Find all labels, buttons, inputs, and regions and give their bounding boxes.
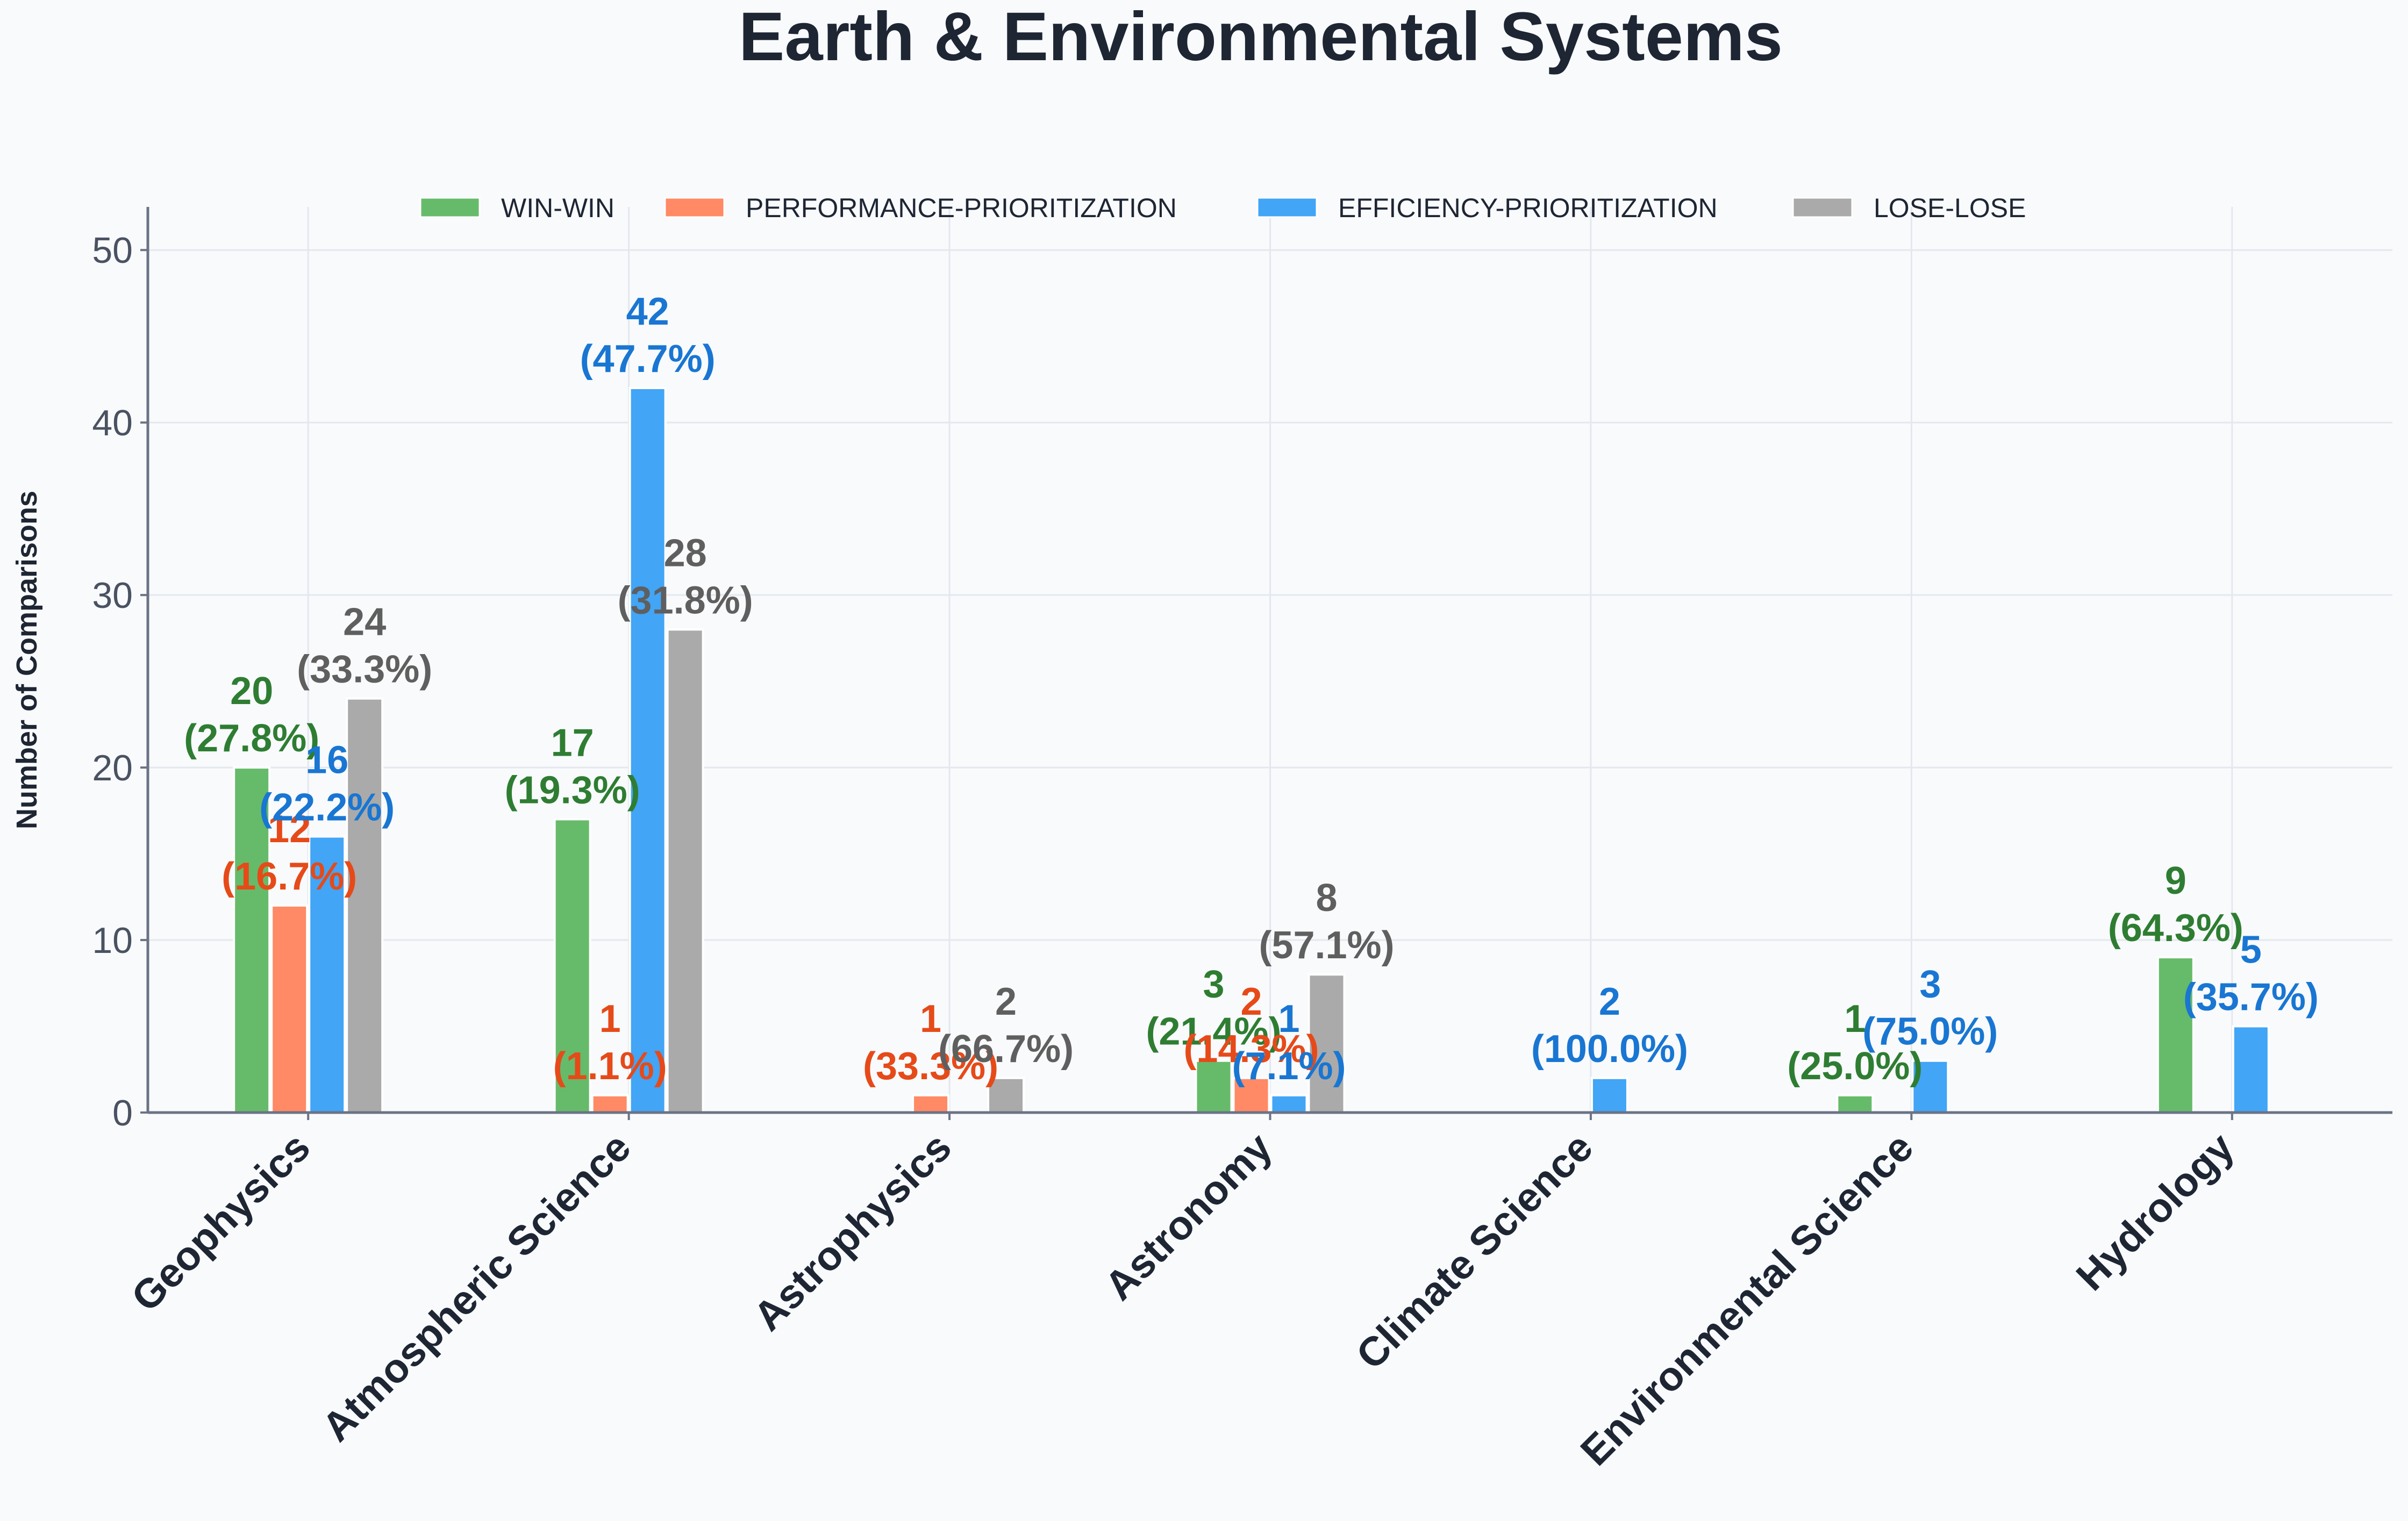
data-label-efficiency-prioritization-geophysics: 16 (22.2%) bbox=[259, 738, 395, 829]
y-tick-label: 20 bbox=[92, 748, 133, 788]
bars-group bbox=[233, 387, 2270, 1114]
data-label-efficiency-prioritization-atmospheric-science: 42 (47.7%) bbox=[580, 290, 716, 381]
data-label-lose-lose-astrophysics: 2 (66.7%) bbox=[938, 980, 1074, 1071]
bar-lose-lose-astronomy bbox=[1307, 973, 1346, 1114]
legend-swatch-lose-lose bbox=[1792, 197, 1853, 218]
y-axis-label: Number of Comparisons bbox=[11, 491, 43, 829]
chart-title: Earth & Environmental Systems bbox=[739, 0, 1783, 75]
bar-efficiency-prioritization-atmospheric-science bbox=[628, 387, 667, 1114]
bar-lose-lose-atmospheric-science bbox=[666, 628, 704, 1114]
data-label-win-win-environmental-science: 1 (25.0%) bbox=[1787, 998, 1923, 1088]
y-tick-label: 50 bbox=[92, 230, 133, 271]
data-label-lose-lose-atmospheric-science: 28 (31.8%) bbox=[618, 532, 753, 622]
legend-label-win-win: WIN-WIN bbox=[501, 193, 614, 223]
legend-label-efficiency-prioritization: EFFICIENCY-PRIORITIZATION bbox=[1338, 193, 1718, 223]
legend-swatch-efficiency-prioritization bbox=[1256, 197, 1318, 218]
data-labels: 20 (27.8%) 12 (16.7%)16 (22.2%) 24 (33.3%) 17 (1… bbox=[184, 290, 2319, 1088]
bar-performance-prioritization-astronomy bbox=[1232, 1077, 1270, 1114]
data-label-win-win-hydrology: 9 (64.3%) bbox=[2108, 859, 2243, 950]
bar-win-win-astronomy bbox=[1195, 1059, 1233, 1114]
legend-label-performance-prioritization: PERFORMANCE-PRIORITIZATION bbox=[746, 193, 1177, 223]
legend-swatch-performance-prioritization bbox=[664, 197, 725, 218]
data-label-performance-prioritization-geophysics: 12 (16.7%) bbox=[221, 808, 357, 898]
data-label-win-win-astronomy: 3 (21.4%) bbox=[1146, 963, 1281, 1053]
bar-win-win-hydrology bbox=[2156, 956, 2195, 1114]
data-label-lose-lose-geophysics: 24 (33.3%) bbox=[297, 601, 432, 691]
data-label-efficiency-prioritization-astronomy: 1 (7.1%) bbox=[1232, 998, 1346, 1088]
data-label-efficiency-prioritization-hydrology: 5 (35.7%) bbox=[2183, 929, 2319, 1019]
bar-win-win-geophysics bbox=[233, 766, 271, 1114]
bar-efficiency-prioritization-hydrology bbox=[2232, 1025, 2270, 1114]
data-label-win-win-geophysics: 20 (27.8%) bbox=[184, 670, 319, 760]
y-tick-label: 0 bbox=[112, 1093, 133, 1133]
data-label-performance-prioritization-atmospheric-science: 1 (1.1%) bbox=[553, 998, 667, 1088]
grid-lines bbox=[148, 207, 2392, 1113]
bar-lose-lose-geophysics bbox=[346, 697, 384, 1114]
bar-performance-prioritization-geophysics bbox=[270, 904, 309, 1114]
bar-performance-prioritization-astrophysics bbox=[912, 1094, 950, 1114]
bar-efficiency-prioritization-geophysics bbox=[308, 835, 346, 1114]
data-label-efficiency-prioritization-climate-science: 2 (100.0%) bbox=[1531, 980, 1688, 1071]
bar-efficiency-prioritization-environmental-science bbox=[1911, 1059, 1949, 1114]
legend-label-lose-lose: LOSE-LOSE bbox=[1874, 193, 2026, 223]
y-tick-label: 30 bbox=[92, 575, 133, 616]
data-label-win-win-atmospheric-science: 17 (19.3%) bbox=[505, 721, 640, 812]
bar-efficiency-prioritization-astronomy bbox=[1270, 1094, 1308, 1114]
legend: WIN-WIN PERFORMANCE-PRIORITIZATION EFFICIE… bbox=[419, 193, 2026, 223]
bar-win-win-environmental-science bbox=[1836, 1094, 1874, 1114]
bar-efficiency-prioritization-climate-science bbox=[1590, 1077, 1628, 1114]
data-label-lose-lose-astronomy: 8 (57.1%) bbox=[1259, 877, 1394, 967]
y-tick-label: 40 bbox=[92, 403, 133, 443]
data-label-efficiency-prioritization-environmental-science: 3 (75.0%) bbox=[1862, 963, 1998, 1053]
y-tick-labels: 0 10 20 30 40 50 bbox=[92, 230, 148, 1133]
legend-swatch-win-win bbox=[419, 197, 481, 218]
data-label-performance-prioritization-astrophysics: 1 (33.3%) bbox=[863, 998, 998, 1088]
y-tick-label: 10 bbox=[92, 920, 133, 961]
data-label-performance-prioritization-astronomy: 2 (14.3%) bbox=[1183, 980, 1319, 1071]
bar-performance-prioritization-atmospheric-science bbox=[591, 1094, 629, 1114]
